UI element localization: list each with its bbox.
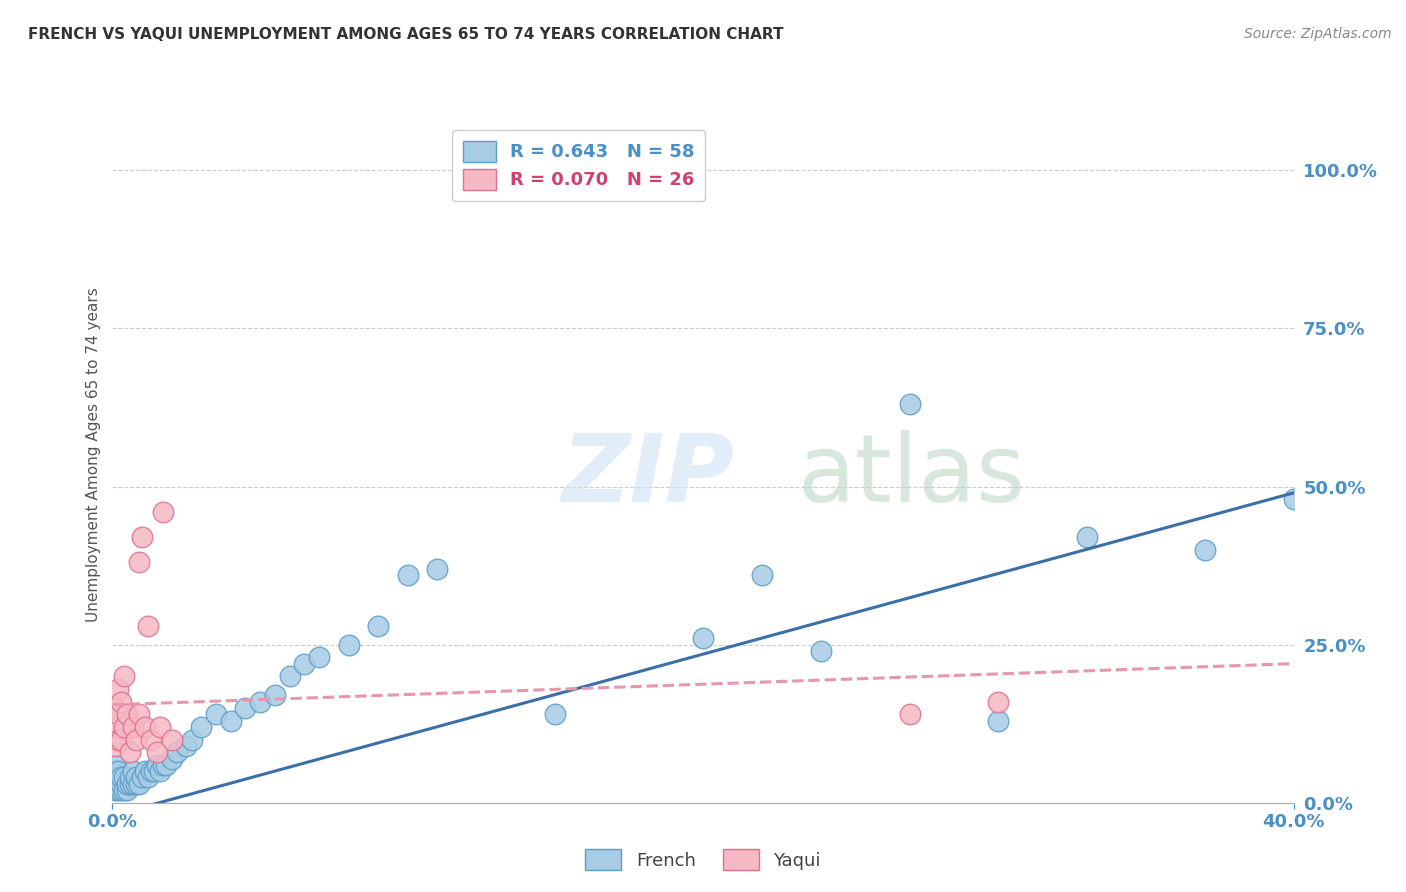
Point bbox=[810, 644, 832, 658]
Point bbox=[155, 757, 177, 772]
Text: ZIP: ZIP bbox=[561, 430, 734, 522]
Point bbox=[149, 720, 172, 734]
Point bbox=[112, 720, 135, 734]
Point bbox=[125, 771, 148, 785]
Point bbox=[139, 764, 162, 779]
Point bbox=[122, 720, 145, 734]
Point bbox=[308, 650, 330, 665]
Point bbox=[112, 771, 135, 785]
Point bbox=[692, 632, 714, 646]
Point bbox=[110, 777, 132, 791]
Point bbox=[160, 732, 183, 747]
Point bbox=[898, 397, 921, 411]
Point bbox=[233, 701, 256, 715]
Point bbox=[112, 669, 135, 683]
Point bbox=[190, 720, 212, 734]
Point bbox=[166, 745, 188, 759]
Point bbox=[104, 757, 127, 772]
Point bbox=[249, 695, 271, 709]
Point bbox=[131, 771, 153, 785]
Point bbox=[152, 505, 174, 519]
Point bbox=[117, 707, 138, 722]
Point bbox=[107, 681, 129, 696]
Point bbox=[120, 745, 142, 759]
Point bbox=[125, 732, 148, 747]
Point bbox=[751, 568, 773, 582]
Text: atlas: atlas bbox=[797, 430, 1026, 522]
Point bbox=[987, 695, 1010, 709]
Point bbox=[142, 764, 165, 779]
Point bbox=[544, 707, 567, 722]
Point bbox=[139, 732, 162, 747]
Point bbox=[107, 771, 129, 785]
Point bbox=[125, 777, 148, 791]
Point bbox=[131, 530, 153, 544]
Point bbox=[426, 562, 449, 576]
Point bbox=[117, 777, 138, 791]
Point bbox=[107, 783, 129, 797]
Point bbox=[110, 783, 132, 797]
Point bbox=[104, 777, 127, 791]
Point bbox=[110, 771, 132, 785]
Point bbox=[136, 771, 159, 785]
Point bbox=[128, 777, 150, 791]
Point bbox=[117, 783, 138, 797]
Point bbox=[134, 720, 156, 734]
Point bbox=[110, 695, 132, 709]
Point bbox=[122, 777, 145, 791]
Point bbox=[146, 757, 169, 772]
Point bbox=[107, 777, 129, 791]
Point bbox=[1194, 542, 1216, 557]
Text: Source: ZipAtlas.com: Source: ZipAtlas.com bbox=[1244, 27, 1392, 41]
Point bbox=[136, 618, 159, 632]
Legend: French, Yaqui: French, Yaqui bbox=[578, 842, 828, 877]
Point bbox=[292, 657, 315, 671]
Point bbox=[160, 751, 183, 765]
Point bbox=[152, 757, 174, 772]
Point bbox=[110, 732, 132, 747]
Point bbox=[149, 764, 172, 779]
Point bbox=[107, 707, 129, 722]
Point bbox=[122, 764, 145, 779]
Point bbox=[367, 618, 389, 632]
Point bbox=[146, 745, 169, 759]
Point bbox=[107, 764, 129, 779]
Point bbox=[396, 568, 419, 582]
Point bbox=[219, 714, 242, 728]
Point bbox=[1282, 492, 1305, 507]
Point bbox=[112, 783, 135, 797]
Point bbox=[278, 669, 301, 683]
Point bbox=[128, 556, 150, 570]
Point bbox=[107, 732, 129, 747]
Point bbox=[104, 783, 127, 797]
Point bbox=[181, 732, 204, 747]
Point bbox=[104, 739, 127, 753]
Point bbox=[104, 771, 127, 785]
Point bbox=[104, 764, 127, 779]
Point bbox=[898, 707, 921, 722]
Point bbox=[1076, 530, 1098, 544]
Point bbox=[104, 720, 127, 734]
Point bbox=[174, 739, 197, 753]
Point bbox=[264, 688, 287, 702]
Point bbox=[337, 638, 360, 652]
Y-axis label: Unemployment Among Ages 65 to 74 years: Unemployment Among Ages 65 to 74 years bbox=[86, 287, 101, 623]
Point bbox=[987, 714, 1010, 728]
Point bbox=[134, 764, 156, 779]
Point bbox=[120, 771, 142, 785]
Point bbox=[205, 707, 228, 722]
Point bbox=[128, 707, 150, 722]
Point bbox=[104, 701, 127, 715]
Point bbox=[120, 777, 142, 791]
Text: FRENCH VS YAQUI UNEMPLOYMENT AMONG AGES 65 TO 74 YEARS CORRELATION CHART: FRENCH VS YAQUI UNEMPLOYMENT AMONG AGES … bbox=[28, 27, 783, 42]
